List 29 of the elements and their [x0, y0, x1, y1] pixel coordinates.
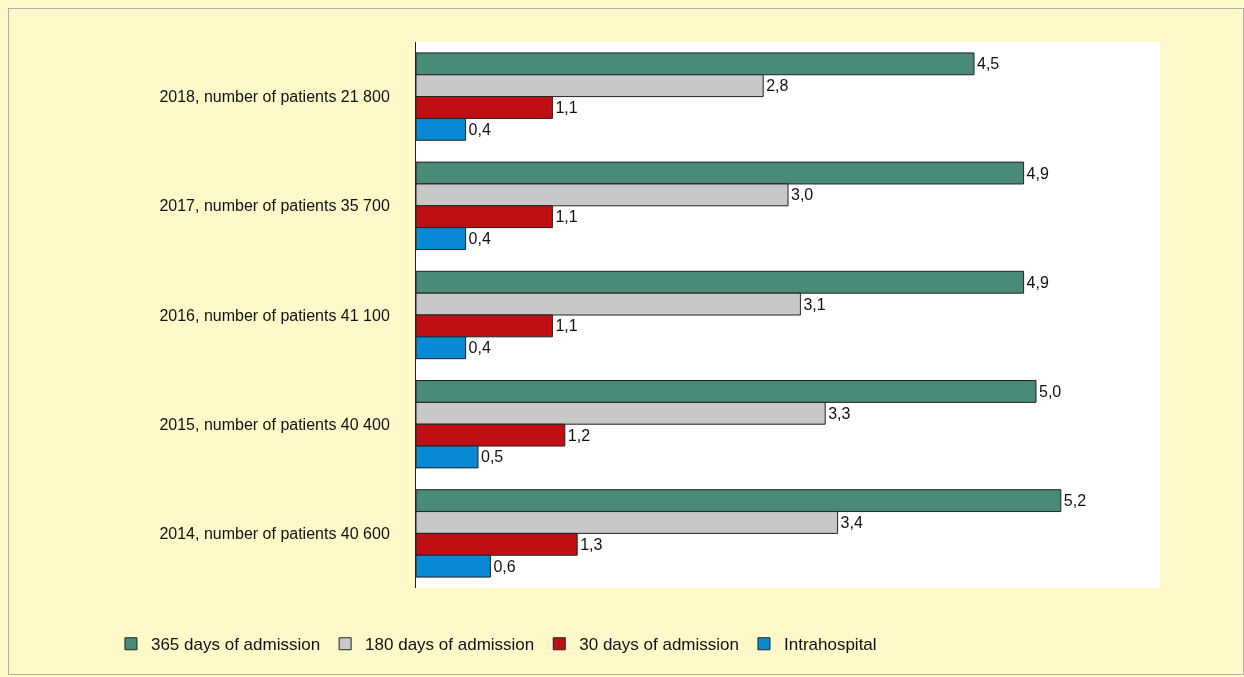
legend-label: Intrahospital: [783, 635, 877, 655]
data-label: 1,1: [555, 317, 578, 335]
data-label: 1,1: [555, 208, 578, 226]
data-label: 0,4: [468, 230, 491, 248]
y-tick-label: 2014, number of patients 40 600: [159, 525, 390, 542]
data-label: 5,2: [1063, 492, 1087, 510]
legend-label: 180 days of admission: [365, 635, 535, 655]
data-label: 0,5: [481, 448, 504, 466]
data-label: 1,2: [567, 426, 591, 444]
data-label: 3,0: [791, 186, 814, 204]
y-tick-label: 2017, number of patients 35 700: [159, 197, 390, 215]
data-label: 3,3: [828, 404, 851, 422]
data-label: 4,5: [977, 55, 1000, 73]
data-label: 3,4: [840, 513, 863, 531]
data-label: 5,0: [1039, 382, 1062, 400]
data-label: 4,9: [1026, 273, 1049, 291]
data-label: 0,4: [468, 120, 491, 138]
legend-label: 30 days of admission: [579, 635, 739, 655]
data-label: 2,8: [766, 77, 789, 95]
y-tick-label: 2016, number of patients 41 100: [159, 306, 390, 324]
data-label: 0,6: [493, 557, 516, 575]
data-label: 3,1: [803, 295, 826, 313]
data-label: 4,9: [1026, 164, 1049, 182]
legend-label: 365 days of admission: [150, 635, 321, 655]
y-tick-label: 2015, number of patients 40 400: [159, 415, 390, 433]
data-label: 0,4: [468, 339, 491, 357]
data-label: 1,1: [555, 99, 578, 117]
data-label: 1,3: [580, 535, 603, 553]
y-tick-label: 2018, number of patients 21 800: [159, 88, 390, 106]
